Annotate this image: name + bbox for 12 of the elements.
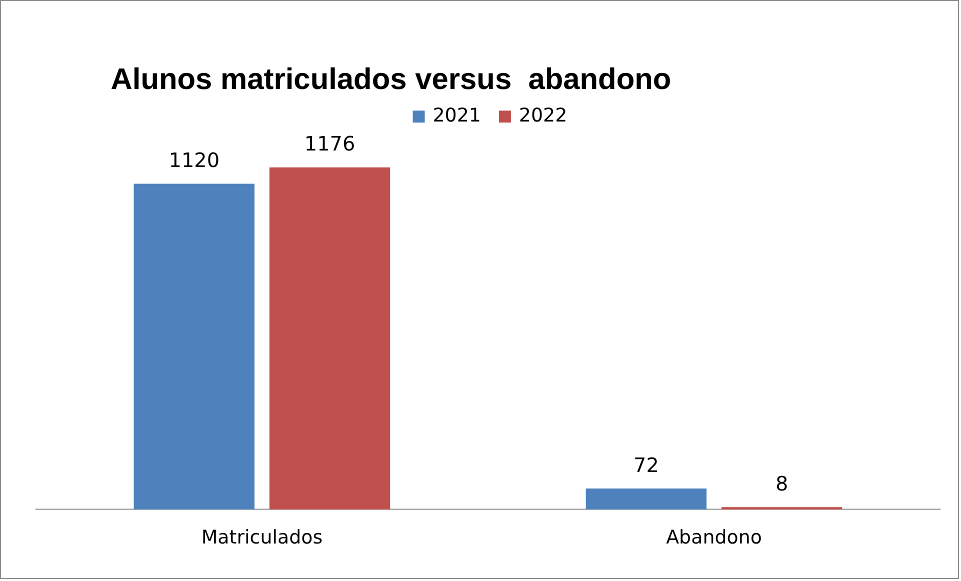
legend-label: 2021 [432,104,481,127]
bar [134,184,254,510]
data-label: 1176 [304,132,356,156]
chart-title: Alunos matriculados versus abandono [110,62,672,96]
bar [269,167,390,510]
bar [586,488,707,510]
legend-label: 2022 [518,104,568,127]
x-tick-label: Matriculados [201,526,323,549]
data-label: 72 [634,452,659,477]
x-tick-label: Abandono [666,526,762,549]
data-label: 8 [775,471,788,496]
data-label: 1120 [168,148,220,172]
